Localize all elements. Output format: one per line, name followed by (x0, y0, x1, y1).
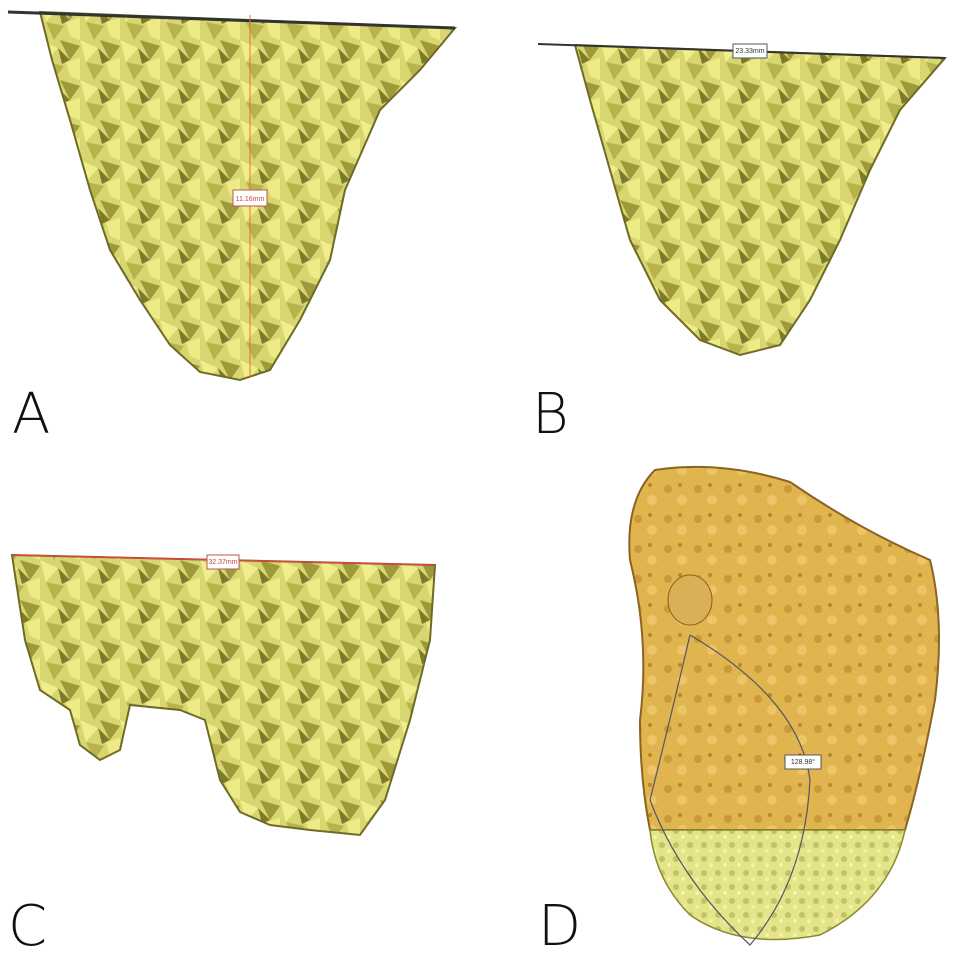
measurement: 23.33mm (735, 48, 764, 55)
panel-c: 32.37mm C (8, 555, 435, 953)
model (575, 45, 945, 355)
panel-b: 23.33mm B (532, 44, 945, 447)
measurement: 32.37mm (208, 559, 237, 566)
panel-d: 128.98° D (538, 467, 939, 953)
feature (668, 575, 712, 625)
measurement: 11.16mm (236, 196, 265, 203)
panel-label: A (12, 382, 50, 447)
panel-label: C (8, 894, 47, 953)
panel-label: B (532, 382, 569, 447)
measurement: 128.98° (791, 758, 815, 766)
panel-a: 11.16mm A (8, 12, 455, 447)
model (12, 555, 435, 835)
panel-label: D (538, 894, 581, 953)
model-cut (650, 830, 905, 940)
model (629, 467, 939, 830)
figure: 11.16mm A 23.33mm B 32.37mm C 128.98° D (0, 0, 953, 953)
